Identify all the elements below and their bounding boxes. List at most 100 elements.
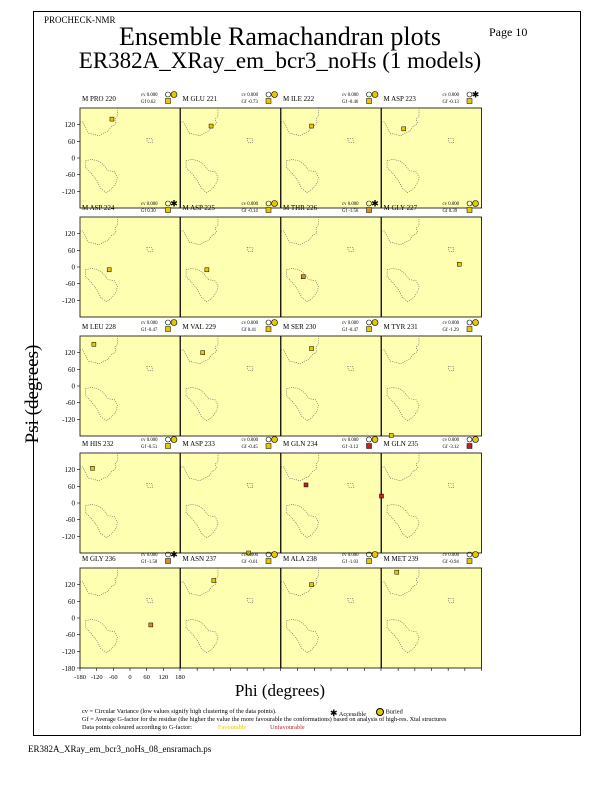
cv-note-text: cv = Circular Variance (low values signi… <box>82 708 277 715</box>
panel-residue-label: M ASP 233 <box>183 440 216 448</box>
allowed-region-outline <box>146 366 153 371</box>
panel-background <box>381 107 482 209</box>
legend-buried: Buried <box>376 708 403 716</box>
panel-background <box>180 107 281 209</box>
panel-cv-value: cv 0.000 <box>342 553 359 558</box>
ramachandran-panel: M GLU 221 cv 0.000 Gf -0.73 <box>180 91 281 209</box>
panel-gf-value: Gf 0.39 <box>443 209 458 214</box>
ramachandran-panel: M GLN 235 cv 0.000 Gf -3.12 <box>379 436 482 554</box>
panel-residue-label: M ASP 224 <box>82 204 115 212</box>
panel-cv-value: cv 0.000 <box>141 438 158 443</box>
allowed-region-outline <box>185 619 219 654</box>
y-tick-label: 0 <box>72 615 76 623</box>
allowed-region-outline <box>85 268 118 303</box>
cv-circle-icon <box>165 91 171 98</box>
program-label: PROCHECK-NMR <box>44 15 116 25</box>
cv-circle-icon <box>466 91 473 98</box>
panel-gf-value: Gf -0.51 <box>141 445 158 450</box>
y-tick-label: -60 <box>66 399 76 407</box>
x-tick-label: 0 <box>128 674 131 681</box>
allowed-region-outline <box>246 138 253 143</box>
legend-favourable: Favourable <box>218 724 247 731</box>
gf-quality-icon <box>165 326 171 332</box>
cv-circle-icon <box>366 91 372 98</box>
ramachandran-panel: M ILE 222 cv 0.000 Gf -0.46 <box>280 91 382 209</box>
panel-background <box>79 335 181 437</box>
allowed-region-outline <box>386 619 420 654</box>
y-tick-label: -180 <box>62 665 75 673</box>
panel-cv-value: cv 0.000 <box>141 553 158 558</box>
allowed-region-outline <box>280 452 319 482</box>
cv-circle-icon <box>265 91 272 98</box>
y-tick-label: 120 <box>65 466 76 474</box>
panel-cv-value: cv 0.000 <box>242 553 259 558</box>
cv-circle-icon <box>265 551 272 558</box>
allowed-region-outline <box>447 366 454 371</box>
cv-circle-icon <box>165 436 171 443</box>
allowed-region-outline <box>286 504 319 539</box>
panel-gf-value: Gf -0.46 <box>342 100 359 105</box>
panel-residue-label: M ILE 222 <box>283 95 315 103</box>
ramachandran-panel: M VAL 229 cv 0.000 Gf 0.41 <box>180 319 281 437</box>
data-point <box>204 267 210 273</box>
y-tick-label: -60 <box>66 631 76 639</box>
panel-cv-value: cv 0.000 <box>342 93 359 98</box>
panel-residue-label: M HIS 232 <box>82 440 114 448</box>
chart-title: Ensemble Ramachandran plots <box>118 22 442 51</box>
panel-residue-label: M GLN 234 <box>283 440 318 448</box>
gf-quality-icon <box>366 98 372 104</box>
panel-gf-value: Gf -3.12 <box>342 445 359 450</box>
panel-gf-value: Gf 0.62 <box>141 100 156 105</box>
data-point <box>394 569 400 575</box>
panel-cv-value: cv 0.000 <box>242 93 259 98</box>
ramachandran-panel: M ASP 233 cv 0.000 Gf -0.45 <box>180 436 281 556</box>
x-tick-label: 60 <box>143 674 150 681</box>
panel-gf-value: Gf -0.47 <box>141 328 158 333</box>
data-point <box>90 466 95 471</box>
panel-gf-value: Gf -0.45 <box>242 445 259 450</box>
panel-residue-label: M ASN 237 <box>183 555 217 563</box>
chart-subtitle: ER382A_XRay_em_bcr3_noHs (1 models) <box>78 48 482 73</box>
accessible-icon: ✱ <box>330 708 338 718</box>
allowed-region-outline <box>79 452 118 482</box>
allowed-region-outline <box>386 387 420 422</box>
buried-icon <box>271 551 278 558</box>
allowed-region-outline <box>447 138 454 143</box>
panel-residue-label: M GLN 235 <box>384 440 419 448</box>
panel-background <box>79 452 181 554</box>
allowed-region-outline <box>347 247 354 252</box>
panel-residue-label: M LEU 228 <box>82 323 116 331</box>
ramachandran-panel: M GLN 234 cv 0.000 Gf -3.12 <box>280 436 382 554</box>
y-tick-label: 0 <box>72 155 76 163</box>
ramachandran-panel: M THR 226 cv 0.000 Gf -1.56 ✱ <box>280 199 382 318</box>
y-tick-label: 0 <box>72 500 76 508</box>
accessible-icon: ✱ <box>472 90 480 100</box>
ramachandran-panel: M ASN 237 cv 0.000 Gf -0.61 <box>180 551 281 669</box>
panel-cv-value: cv 0.000 <box>141 202 158 207</box>
allowed-region-outline <box>246 598 253 603</box>
allowed-region-outline <box>85 619 118 654</box>
panel-cv-value: cv 0.000 <box>342 438 359 443</box>
ramachandran-panel: M LEU 228 cv 0.000 Gf -0.47 120 60 0 -60 -120 <box>62 319 181 437</box>
panel-gf-value: Gf -0.14 <box>242 209 259 214</box>
cv-circle-icon <box>366 319 372 326</box>
buried-icon <box>472 436 479 443</box>
allowed-region-outline <box>286 268 319 303</box>
y-tick-label: -60 <box>66 280 76 288</box>
panel-residue-label: M SER 230 <box>283 323 317 331</box>
panel-gf-value: Gf -3.12 <box>443 445 460 450</box>
panel-cv-value: cv 0.000 <box>141 321 158 326</box>
gf-quality-icon <box>265 326 272 332</box>
y-tick-label: -120 <box>62 648 75 656</box>
cv-circle-icon <box>466 436 473 443</box>
panel-residue-label: M ASP 223 <box>384 95 417 103</box>
ramachandran-panel: M GLY 227 cv 0.000 Gf 0.39 <box>381 200 482 318</box>
allowed-region-outline <box>286 159 319 194</box>
allowed-region-outline <box>79 216 118 246</box>
y-tick-label: 120 <box>65 121 76 129</box>
y-tick-label: 120 <box>65 349 76 357</box>
gf-quality-icon <box>366 558 372 564</box>
data-point <box>91 342 97 347</box>
